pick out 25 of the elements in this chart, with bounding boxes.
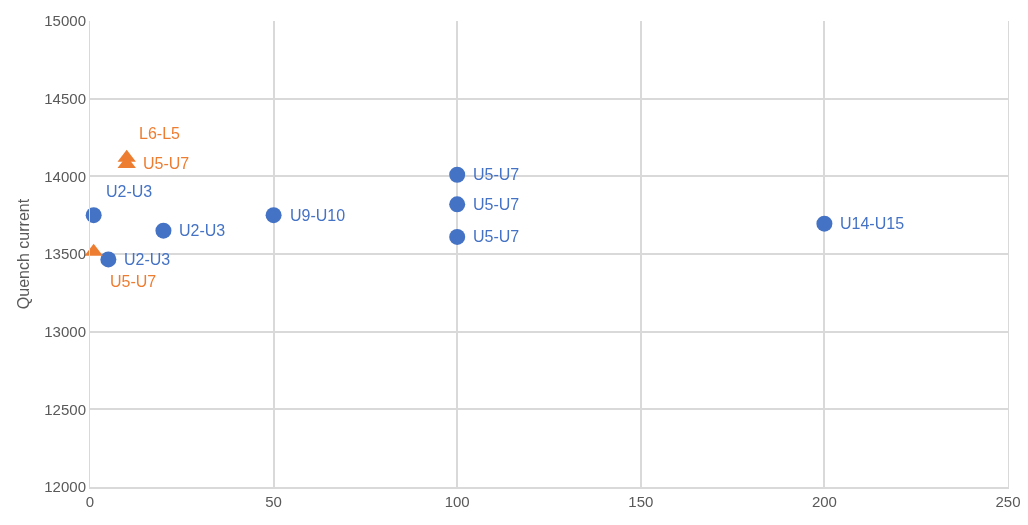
annotation: U5-U7 [110, 273, 157, 290]
y-tick-label: 12500 [44, 400, 86, 418]
y-axis-title: Quench current [15, 198, 33, 310]
annotation: L6-L5 [139, 125, 181, 142]
x-tick-label: 50 [265, 492, 282, 510]
annotation: U2-U3 [179, 222, 226, 239]
annotation: U5-U7 [473, 166, 520, 183]
x-tick-label: 0 [85, 492, 95, 510]
y-tick-label: 15000 [44, 12, 86, 30]
annotation: U5-U7 [473, 228, 520, 245]
y-tick-label: 14000 [44, 167, 86, 185]
y-tick-label: 13500 [44, 245, 86, 263]
annotation: U9-U10 [290, 207, 346, 224]
annotation: U5-U7 [143, 155, 190, 172]
y-tick-label: 12000 [44, 478, 86, 496]
x-tick-label: 250 [995, 492, 1021, 510]
x-tick-label: 150 [628, 492, 654, 510]
annotation: U5-U7 [473, 196, 520, 213]
annotation: U2-U3 [124, 251, 171, 268]
annotation: U14-U15 [840, 215, 905, 232]
y-tick-label: 14500 [44, 89, 86, 107]
x-tick-label: 100 [444, 492, 470, 510]
annotation: U2-U3 [106, 183, 153, 200]
x-tick-label: 200 [811, 492, 837, 510]
y-tick-label: 13000 [44, 322, 86, 340]
